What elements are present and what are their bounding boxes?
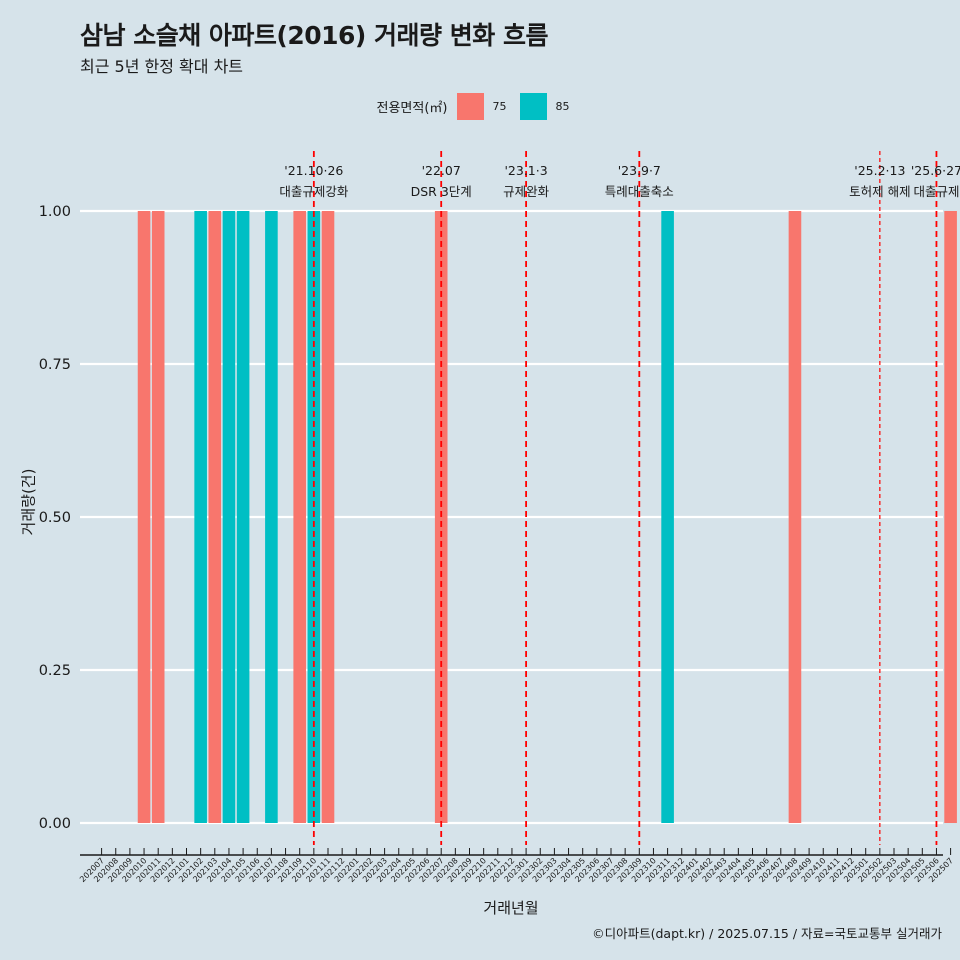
event-label-202502: 토허제 해제 bbox=[849, 184, 910, 199]
event-date-202502: '25.2·13 bbox=[854, 163, 905, 178]
legend-title: 전용면적(㎡) bbox=[376, 101, 448, 116]
bar-75-202010 bbox=[137, 211, 151, 823]
y-tick-label: 0.50 bbox=[39, 510, 71, 526]
x-axis-title: 거래년월 bbox=[483, 899, 539, 917]
caption: ©디아파트(dapt.kr) / 2025.07.15 / 자료=국토교통부 실… bbox=[592, 926, 942, 941]
bar-85-202104 bbox=[222, 211, 236, 823]
event-label-202110: 대출규제강화 bbox=[279, 184, 349, 199]
legend: 전용면적(㎡) 75 85 bbox=[0, 93, 960, 120]
y-tick-label: 0.25 bbox=[39, 663, 71, 679]
bar-85-202105 bbox=[236, 211, 250, 823]
bar-75-202408 bbox=[788, 211, 802, 823]
event-label-202506: 대출규제 bbox=[913, 184, 959, 199]
bar-85-202102 bbox=[194, 211, 207, 823]
chart-title: 삼남 소슬채 아파트(2016) 거래량 변화 흐름 bbox=[80, 21, 548, 50]
legend-label-85: 85 bbox=[555, 100, 570, 113]
bar-75-202111 bbox=[321, 211, 335, 823]
event-date-202110: '21.10·26 bbox=[284, 163, 343, 178]
bar-75-202507 bbox=[944, 211, 957, 823]
event-label-202301: 규제완화 bbox=[503, 184, 550, 199]
event-label-202309: 특례대출축소 bbox=[605, 184, 674, 199]
y-tick-label: 0.75 bbox=[39, 357, 71, 373]
bar-85-202311 bbox=[661, 211, 674, 823]
bar-85-202107 bbox=[265, 211, 278, 823]
chart-subtitle: 최근 5년 한정 확대 차트 bbox=[80, 57, 244, 76]
legend-key-85 bbox=[520, 93, 548, 120]
bar-75-202103 bbox=[208, 211, 222, 823]
bar-75-202109 bbox=[293, 211, 306, 823]
y-tick-label: 0.00 bbox=[39, 816, 71, 832]
event-label-202207: DSR 3단계 bbox=[411, 184, 472, 199]
legend-label-75: 75 bbox=[492, 100, 507, 113]
bar-75-202011 bbox=[151, 211, 165, 823]
event-date-202309: '23.9·7 bbox=[618, 163, 661, 178]
y-tick-label: 1.00 bbox=[39, 204, 71, 220]
event-date-202301: '23.1·3 bbox=[504, 163, 547, 178]
legend-key-75 bbox=[457, 93, 485, 120]
event-date-202506: '25.6·27 bbox=[911, 163, 960, 178]
y-axis-title: 거래량(건) bbox=[19, 468, 38, 536]
event-date-202207: '22.07 bbox=[422, 163, 461, 178]
